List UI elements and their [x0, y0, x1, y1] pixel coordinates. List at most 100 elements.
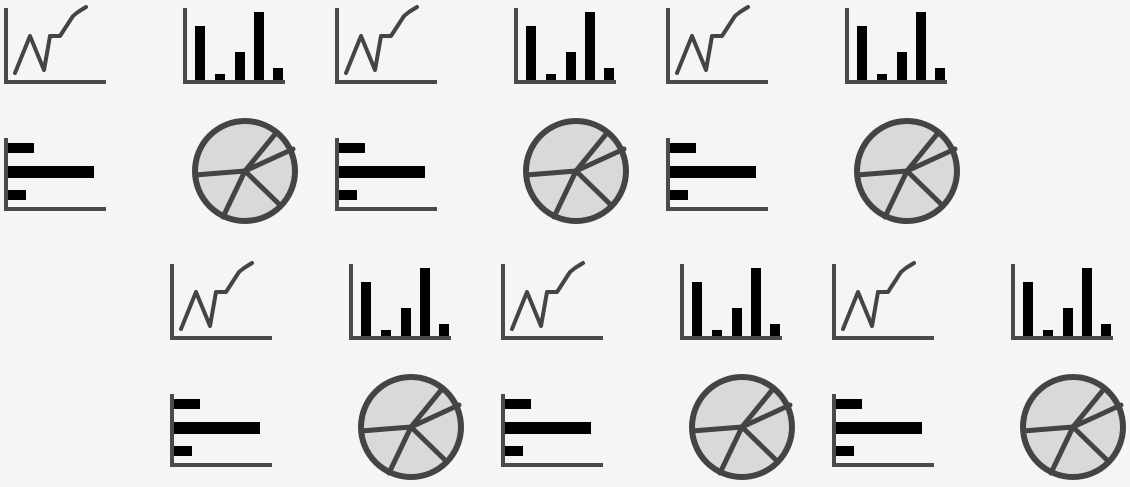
horizontal-bar-mark-2 — [670, 166, 756, 178]
line-chart-icon — [4, 5, 106, 84]
bar-mark-4 — [254, 12, 264, 82]
pie-chart-icon — [358, 374, 464, 480]
pie-divider-3 — [408, 424, 449, 464]
pie-divider-2 — [551, 168, 579, 220]
pie-divider-3 — [739, 424, 780, 464]
chart-axis — [335, 8, 437, 84]
chart-axis — [501, 264, 603, 340]
bar-mark-1 — [857, 26, 867, 82]
bar-mark-4 — [916, 12, 926, 82]
horizontal-bar-mark-1 — [174, 399, 200, 409]
trend-line — [344, 5, 419, 75]
horizontal-bar-chart-icon — [4, 138, 106, 211]
bar-mark-2 — [1043, 330, 1053, 338]
bar-mark-3 — [235, 52, 245, 82]
bar-chart-icon — [845, 8, 947, 84]
pie-chart-icon — [523, 118, 629, 224]
pie-divider-1 — [358, 424, 414, 434]
trend-line — [13, 5, 88, 75]
pie-divider-5 — [242, 130, 279, 174]
chart-axis — [183, 8, 285, 84]
bar-mark-3 — [1063, 308, 1073, 338]
horizontal-bar-chart-icon — [170, 394, 272, 467]
pie-chart-icon — [192, 118, 298, 224]
chart-axis — [680, 264, 782, 340]
pie-divider-4 — [408, 402, 462, 430]
chart-axis — [170, 394, 272, 467]
line-chart-icon — [170, 261, 272, 340]
pie-divider-5 — [573, 130, 610, 174]
line-chart-icon — [832, 261, 934, 340]
trend-line — [841, 261, 916, 331]
horizontal-bar-mark-2 — [174, 422, 260, 434]
bar-mark-3 — [401, 308, 411, 338]
bar-mark-4 — [420, 268, 430, 338]
pie-divider-5 — [408, 386, 445, 430]
chart-axis — [170, 264, 272, 340]
bar-mark-2 — [712, 330, 722, 338]
chart-axis — [4, 138, 106, 211]
bar-mark-2 — [877, 74, 887, 82]
pattern-tile-3 — [666, 5, 960, 224]
bar-mark-5 — [770, 324, 780, 338]
pie-divider-1 — [1020, 424, 1076, 434]
chart-axis — [501, 394, 603, 467]
chart-axis — [4, 8, 106, 84]
bar-mark-3 — [566, 52, 576, 82]
bar-chart-icon — [514, 8, 616, 84]
pie-divider-4 — [242, 146, 296, 174]
pie-divider-5 — [904, 130, 941, 174]
horizontal-bar-mark-2 — [836, 422, 922, 434]
chart-axis — [335, 138, 437, 211]
horizontal-bar-mark-1 — [505, 399, 531, 409]
bar-mark-2 — [215, 74, 225, 82]
line-chart-icon — [666, 5, 768, 84]
pie-divider-2 — [220, 168, 248, 220]
bar-mark-4 — [1082, 268, 1092, 338]
icon-layer — [4, 5, 1126, 480]
pie-divider-2 — [386, 424, 414, 476]
line-chart-icon — [501, 261, 603, 340]
pie-divider-2 — [717, 424, 745, 476]
horizontal-bar-mark-2 — [8, 166, 94, 178]
pie-divider-5 — [1070, 386, 1107, 430]
pie-chart-icon — [689, 374, 795, 480]
bar-mark-1 — [361, 282, 371, 338]
bar-mark-2 — [381, 330, 391, 338]
bar-mark-1 — [692, 282, 702, 338]
pie-divider-2 — [1048, 424, 1076, 476]
bar-mark-3 — [897, 52, 907, 82]
bar-mark-5 — [439, 324, 449, 338]
chart-axis — [349, 264, 451, 340]
horizontal-bar-mark-3 — [174, 446, 192, 456]
pie-chart-icon — [1020, 374, 1126, 480]
pie-divider-4 — [1070, 402, 1124, 430]
horizontal-bar-mark-2 — [339, 166, 425, 178]
bar-mark-5 — [1101, 324, 1111, 338]
pie-divider-4 — [573, 146, 627, 174]
pattern-tile-5 — [501, 261, 795, 480]
bar-chart-icon — [680, 264, 782, 340]
bar-mark-4 — [585, 12, 595, 82]
line-chart-icon — [335, 5, 437, 84]
horizontal-bar-chart-icon — [666, 138, 768, 211]
chart-axis — [514, 8, 616, 84]
pie-divider-2 — [882, 168, 910, 220]
trend-line — [179, 261, 254, 331]
pattern-tile-4 — [170, 261, 464, 480]
chart-axis — [832, 394, 934, 467]
horizontal-bar-mark-3 — [836, 446, 854, 456]
horizontal-bar-chart-icon — [832, 394, 934, 467]
chart-axis — [845, 8, 947, 84]
trend-line — [675, 5, 750, 75]
pattern-tile-1 — [4, 5, 298, 224]
pattern-tile-6 — [832, 261, 1126, 480]
horizontal-bar-mark-3 — [670, 190, 688, 200]
chart-axis — [1011, 264, 1113, 340]
chart-axis — [666, 138, 768, 211]
bar-chart-icon — [1011, 264, 1113, 340]
pie-divider-3 — [1070, 424, 1111, 464]
horizontal-bar-mark-3 — [505, 446, 523, 456]
pie-divider-1 — [689, 424, 745, 434]
